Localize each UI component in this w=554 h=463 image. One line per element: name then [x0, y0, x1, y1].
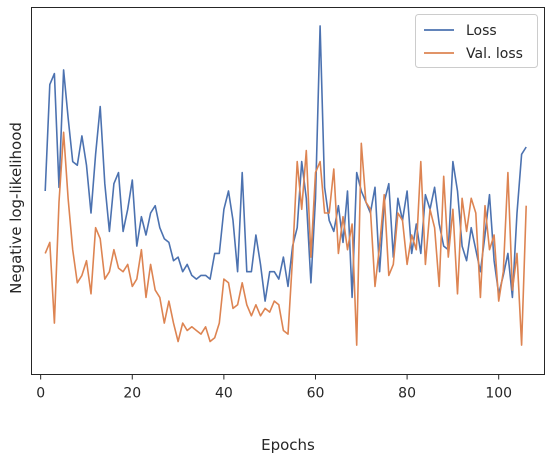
series-line-loss — [44, 25, 527, 302]
x-tick-label: 80 — [398, 386, 416, 402]
x-axis-label: Epochs — [261, 436, 315, 454]
legend-label-val-loss: Val. loss — [466, 46, 523, 62]
x-tick-label: 0 — [36, 386, 45, 402]
x-tick-label: 100 — [485, 386, 512, 402]
axes-frame — [31, 7, 545, 375]
series-line-val-loss — [44, 131, 527, 346]
y-axis-label: Negative log-likelihood — [7, 122, 25, 294]
x-tick-label: 40 — [215, 386, 233, 402]
x-tick-label: 20 — [123, 386, 141, 402]
x-tick-label: 60 — [307, 386, 325, 402]
x-axis-ticks: 0 20 40 60 80 100 — [36, 374, 512, 402]
legend: Loss Val. loss — [415, 14, 538, 68]
series-layer — [44, 25, 527, 346]
legend-box — [415, 14, 538, 68]
legend-label-loss: Loss — [466, 23, 497, 39]
